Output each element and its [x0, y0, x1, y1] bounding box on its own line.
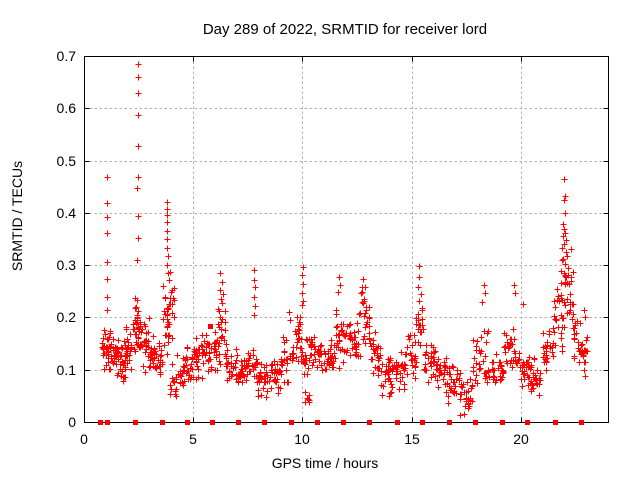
x-tick-label: 5 — [189, 431, 197, 447]
x-tick-label: 15 — [404, 431, 420, 447]
square-marker — [160, 420, 165, 425]
x-tick-label: 10 — [294, 431, 310, 447]
square-marker — [289, 420, 294, 425]
y-tick-label: 0.5 — [57, 153, 77, 169]
square-marker — [525, 420, 530, 425]
axes-and-ticks — [84, 56, 609, 423]
square-marker — [185, 420, 190, 425]
y-tick-label: 0 — [68, 414, 76, 430]
square-marker — [447, 420, 452, 425]
x-tick-label: 0 — [80, 431, 88, 447]
scatter-points — [98, 61, 591, 425]
square-marker — [133, 420, 138, 425]
y-tick-label: 0.4 — [57, 205, 77, 221]
y-tick-label: 0.2 — [57, 309, 77, 325]
y-tick-label: 0.6 — [57, 100, 77, 116]
tick-labels: 0 5 10 15 20 0 0.1 0.2 0.3 0.4 0.5 0.6 0.7 — [57, 48, 529, 447]
y-tick-label: 0.3 — [57, 257, 77, 273]
square-marker — [262, 420, 267, 425]
square-marker — [315, 420, 320, 425]
square-marker — [553, 420, 558, 425]
square-marker — [98, 420, 103, 425]
square-marker — [367, 420, 372, 425]
plus-markers — [99, 61, 591, 419]
x-tick-label: 20 — [513, 431, 529, 447]
square-marker — [395, 420, 400, 425]
square-marker — [341, 420, 346, 425]
square-marker — [210, 420, 215, 425]
y-tick-label: 0.1 — [57, 362, 77, 378]
y-tick-label: 0.7 — [57, 48, 77, 64]
square-marker — [420, 420, 425, 425]
square-marker — [236, 420, 241, 425]
square-marker — [579, 420, 584, 425]
y-axis-label: SRMTID / TECUs — [9, 161, 25, 271]
square-marker — [473, 420, 478, 425]
plot-border — [84, 56, 609, 423]
square-marker — [500, 420, 505, 425]
chart-title: Day 289 of 2022, SRMTID for receiver lor… — [203, 21, 487, 38]
square-marker — [105, 420, 110, 425]
x-axis-label: GPS time / hours — [272, 455, 379, 471]
square-marker — [208, 324, 213, 329]
